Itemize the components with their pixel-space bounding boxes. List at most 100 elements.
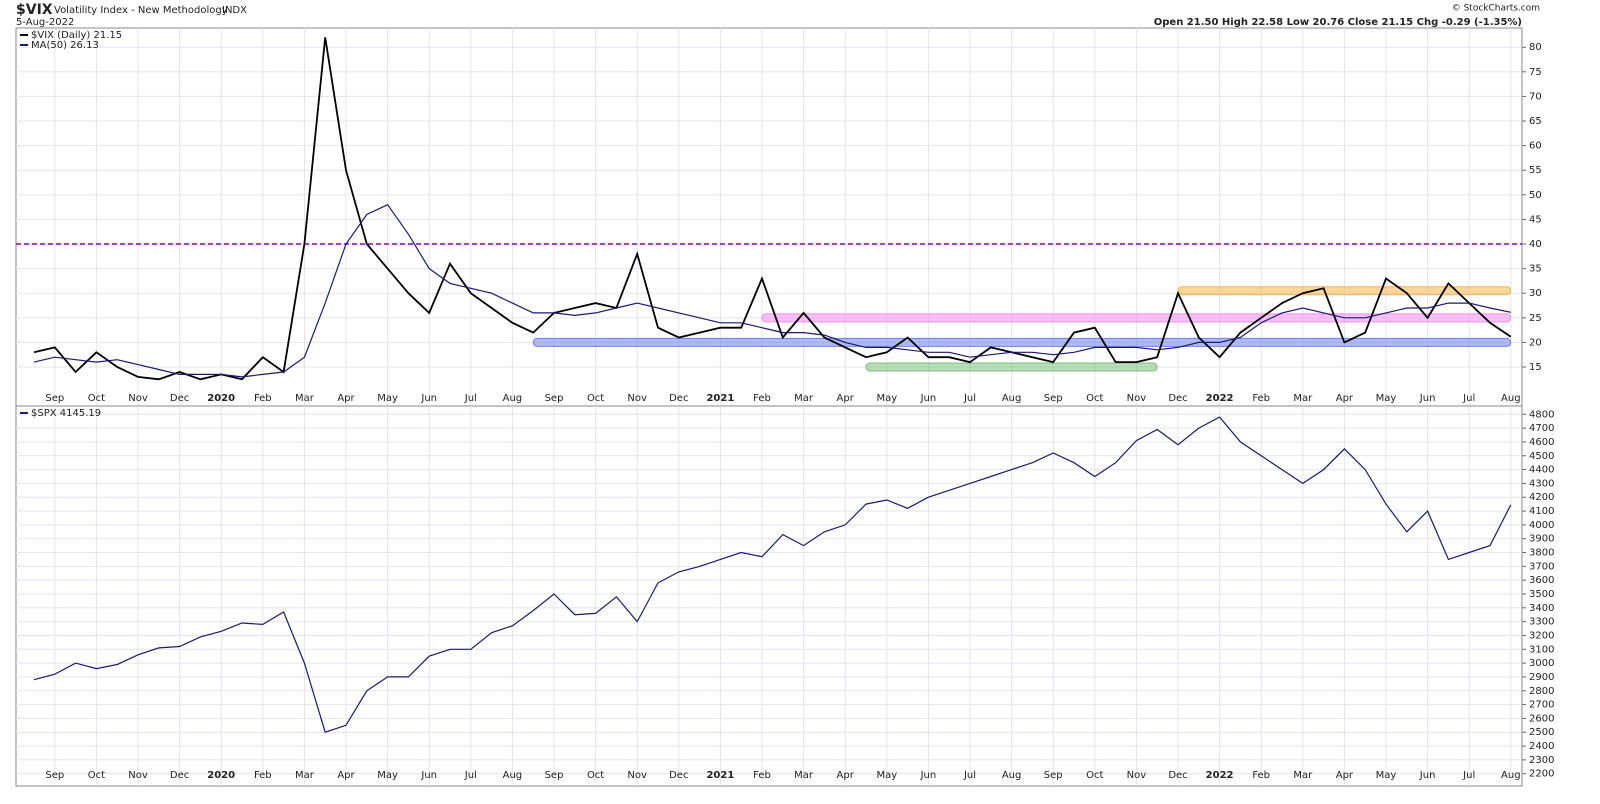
legend-label: $SPX 4145.19	[31, 408, 101, 419]
x-tick-label: Feb	[254, 393, 272, 404]
y-tick-label: 20	[1529, 337, 1542, 348]
x-tick-label: Aug	[1501, 770, 1521, 781]
y-tick-label: 2900	[1529, 672, 1554, 683]
x-tick-label: Jun	[420, 393, 437, 404]
x-tick-label: Dec	[1168, 770, 1187, 781]
y-tick-label: 3600	[1529, 575, 1554, 586]
x-tick-label: Oct	[1086, 770, 1103, 781]
x-tick-label: 2020	[207, 770, 235, 781]
x-tick-label: Apr	[337, 770, 355, 781]
y-tick-label: 15	[1529, 362, 1542, 373]
x-tick-label: Nov	[627, 770, 647, 781]
y-tick-label: 45	[1529, 214, 1542, 225]
y-tick-label: 30	[1529, 288, 1542, 299]
x-tick-label: Jul	[963, 770, 976, 781]
y-tick-label: 3500	[1529, 589, 1554, 600]
x-tick-label: Sep	[1044, 770, 1063, 781]
y-tick-label: 55	[1529, 165, 1542, 176]
panel	[15, 405, 1523, 787]
x-tick-label: Apr	[837, 770, 855, 781]
support-band	[1177, 286, 1512, 296]
x-tick-label: Dec	[669, 770, 688, 781]
x-tick-label: Oct	[1086, 393, 1103, 404]
x-tick-label: Jun	[1419, 770, 1436, 781]
x-tick-label: Feb	[254, 770, 272, 781]
x-tick-label: May	[377, 770, 398, 781]
y-tick-label: 80	[1529, 42, 1542, 53]
x-tick-label: Jul	[1462, 393, 1475, 404]
y-tick-label: 4000	[1529, 520, 1554, 531]
series-line	[33, 203, 1511, 378]
index-name: Volatility Index - New Methodology	[54, 5, 228, 16]
y-tick-label: 2300	[1529, 755, 1554, 766]
x-tick-label: Aug	[1501, 393, 1521, 404]
x-tick-label: Aug	[1002, 393, 1022, 404]
y-tick-label: 2600	[1529, 713, 1554, 724]
x-tick-label: Sep	[545, 770, 564, 781]
x-tick-label: Jun	[920, 770, 937, 781]
x-tick-label: 2021	[706, 393, 734, 404]
y-tick-label: 3800	[1529, 548, 1554, 559]
y-tick-label: 4500	[1529, 451, 1554, 462]
date: 5-Aug-2022	[16, 17, 74, 28]
y-tick-label: 50	[1529, 190, 1542, 201]
x-tick-label: Nov	[128, 770, 148, 781]
y-tick-label: 4800	[1529, 409, 1554, 420]
x-tick-label: Jul	[464, 393, 477, 404]
x-tick-label: Jun	[1419, 393, 1436, 404]
legend-label: MA(50) 26.13	[31, 40, 99, 51]
y-tick-label: 3200	[1529, 630, 1554, 641]
x-tick-label: Oct	[587, 393, 604, 404]
x-tick-label: Nov	[1127, 770, 1147, 781]
x-tick-label: Mar	[1293, 393, 1313, 404]
ohlc: Open 21.50 High 22.58 Low 20.76 Close 21…	[1154, 17, 1522, 28]
x-tick-label: Feb	[753, 770, 771, 781]
y-tick-label: 4300	[1529, 478, 1554, 489]
support-band	[532, 337, 1512, 347]
x-tick-label: Feb	[1252, 393, 1270, 404]
panel	[15, 27, 1523, 407]
y-tick-label: 3700	[1529, 561, 1554, 572]
x-tick-label: Jun	[920, 393, 937, 404]
x-tick-label: Oct	[88, 393, 105, 404]
x-tick-label: Mar	[794, 393, 814, 404]
x-tick-label: Nov	[627, 393, 647, 404]
x-tick-label: Aug	[503, 770, 523, 781]
y-tick-label: 3400	[1529, 603, 1554, 614]
x-tick-label: Feb	[753, 393, 771, 404]
y-tick-label: 3300	[1529, 617, 1554, 628]
y-tick-label: 3900	[1529, 534, 1554, 545]
x-tick-label: Mar	[1293, 770, 1313, 781]
y-tick-label: 2800	[1529, 686, 1554, 697]
series-line	[33, 37, 1512, 381]
y-tick-label: 4100	[1529, 506, 1554, 517]
y-tick-label: 2500	[1529, 727, 1554, 738]
x-tick-label: Mar	[295, 393, 315, 404]
y-tick-label: 3100	[1529, 644, 1554, 655]
y-tick-label: 40	[1529, 239, 1542, 250]
x-tick-label: May	[1376, 393, 1397, 404]
x-tick-label: Jul	[1462, 770, 1475, 781]
x-tick-label: 2020	[207, 393, 235, 404]
x-tick-label: Oct	[88, 770, 105, 781]
x-tick-label: Nov	[1127, 393, 1147, 404]
y-tick-label: 4200	[1529, 492, 1554, 503]
exchange: INDX	[222, 5, 247, 16]
x-tick-label: Apr	[1336, 770, 1354, 781]
x-tick-label: May	[876, 770, 897, 781]
x-tick-label: Feb	[1252, 770, 1270, 781]
y-tick-label: 70	[1529, 91, 1542, 102]
x-tick-label: 2022	[1206, 770, 1234, 781]
y-tick-label: 3000	[1529, 658, 1554, 669]
legend-label: $VIX (Daily) 21.15	[31, 30, 122, 41]
x-tick-label: May	[876, 393, 897, 404]
x-tick-label: Apr	[1336, 393, 1354, 404]
y-tick-label: 75	[1529, 67, 1542, 78]
x-tick-label: Mar	[295, 770, 315, 781]
x-tick-label: Nov	[128, 393, 148, 404]
copyright: © StockCharts.com	[1452, 4, 1540, 14]
y-tick-label: 2400	[1529, 741, 1554, 752]
x-tick-label: Apr	[337, 393, 355, 404]
x-tick-label: Mar	[794, 770, 814, 781]
